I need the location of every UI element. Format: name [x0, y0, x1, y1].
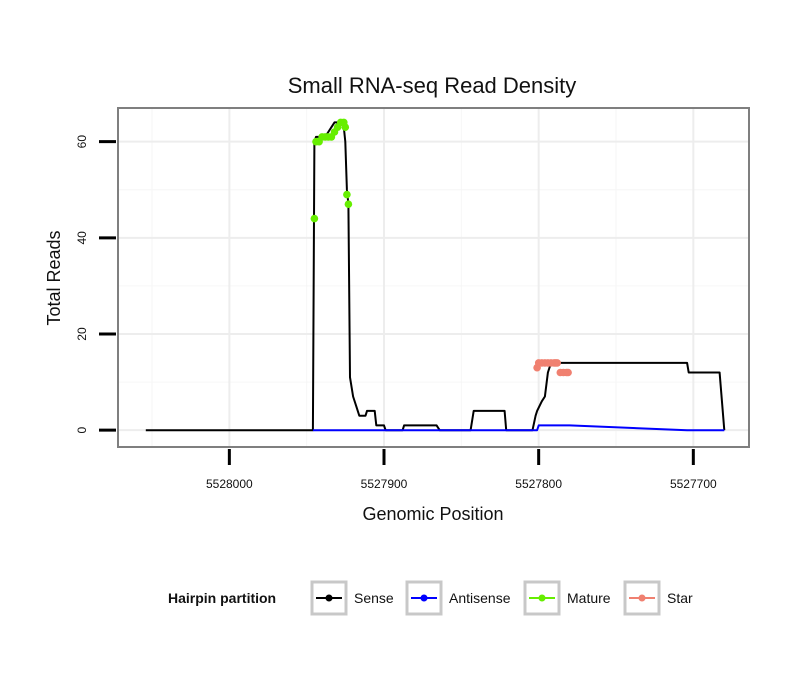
legend-key-sense	[310, 580, 348, 616]
x-tick-label: 5528000	[206, 477, 253, 491]
x-tick-label: 5527700	[670, 477, 717, 491]
legend-title: Hairpin partition	[168, 590, 276, 606]
data-point-star	[553, 359, 561, 367]
y-tick-label: 60	[75, 135, 89, 149]
legend-key-star	[623, 580, 661, 616]
y-tick-label: 40	[75, 231, 89, 245]
data-point-mature	[310, 214, 319, 223]
plot-grid	[118, 108, 749, 447]
legend-label-sense: Sense	[354, 590, 394, 606]
series-layer	[145, 118, 726, 432]
x-axis-title: Genomic Position	[362, 504, 503, 524]
series-line-antisense	[312, 424, 725, 432]
data-point-mature	[344, 200, 353, 208]
legend-key-antisense	[405, 580, 443, 616]
data-point-mature	[343, 190, 351, 199]
y-tick-label: 20	[75, 327, 89, 341]
x-tick-label: 5527900	[361, 477, 408, 491]
series-line-sense	[145, 121, 726, 432]
legend-key-mature	[523, 580, 561, 616]
axis-ticks: 5528000 5527900 5527800 5527700 0 20 40 60	[75, 135, 717, 491]
y-axis-title: Total Reads	[44, 230, 64, 325]
y-tick-label: 0	[75, 427, 89, 434]
plot-panel-border	[117, 107, 750, 448]
legend: Hairpin partition Sense Antisense Mature…	[168, 580, 693, 616]
x-tick-label: 5527800	[515, 477, 562, 491]
legend-label-mature: Mature	[567, 590, 611, 606]
legend-label-antisense: Antisense	[449, 590, 511, 606]
legend-label-star: Star	[667, 590, 693, 606]
data-point-mature	[341, 123, 350, 131]
chart-title: Small RNA-seq Read Density	[288, 73, 577, 98]
data-point-star	[564, 368, 572, 377]
